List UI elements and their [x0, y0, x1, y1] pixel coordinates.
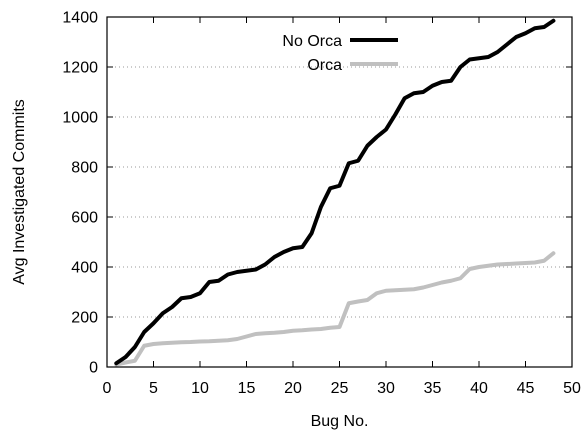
- x-tick-label: 5: [149, 380, 158, 397]
- y-tick-label: 1000: [62, 110, 98, 127]
- y-ticks: 0 200 400 600 800 1000 1200 1400: [62, 10, 572, 377]
- x-tick-label: 50: [563, 380, 581, 397]
- x-tick-label: 0: [103, 380, 112, 397]
- y-tick-label: 400: [71, 260, 98, 277]
- x-tick-label: 45: [517, 380, 535, 397]
- series-line-no-orca: [114, 18, 556, 366]
- legend-label-no-orca: No Orca: [282, 33, 342, 50]
- y-tick-label: 0: [89, 360, 98, 377]
- y-tick-label: 1200: [62, 60, 98, 77]
- grid-lines: [107, 66, 572, 318]
- series-lines: [114, 18, 556, 367]
- legend-label-orca: Orca: [307, 57, 342, 74]
- x-tick-label: 15: [238, 380, 256, 397]
- x-axis-label: Bug No.: [311, 413, 369, 430]
- x-tick-label: 20: [284, 380, 302, 397]
- y-axis-label: Avg Investigated Commits: [11, 99, 28, 285]
- y-tick-label: 600: [71, 210, 98, 227]
- x-ticks: 0 5 10 15 20 25 30 35 40 45 50: [103, 17, 581, 397]
- y-tick-label: 800: [71, 160, 98, 177]
- y-tick-label: 1400: [62, 10, 98, 27]
- legend: No Orca Orca: [282, 33, 398, 74]
- x-tick-label: 35: [424, 380, 442, 397]
- x-tick-label: 40: [470, 380, 488, 397]
- x-tick-label: 30: [377, 380, 395, 397]
- y-tick-label: 200: [71, 310, 98, 327]
- series-line-orca: [114, 251, 556, 367]
- x-tick-label: 10: [191, 380, 209, 397]
- x-tick-label: 25: [331, 380, 349, 397]
